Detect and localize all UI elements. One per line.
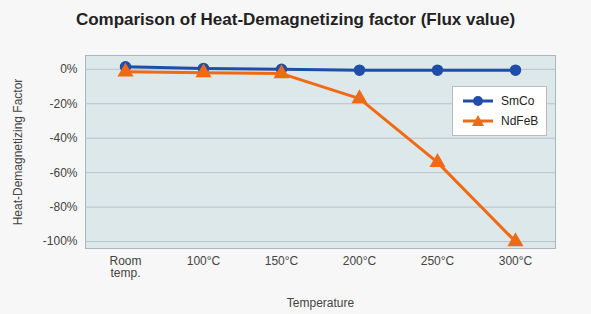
svg-text:100°C: 100°C [187,254,221,268]
svg-text:200°C: 200°C [343,254,377,268]
svg-text:-20%: -20% [49,97,77,111]
svg-text:-60%: -60% [49,166,77,180]
svg-text:-40%: -40% [49,131,77,145]
svg-text:-80%: -80% [49,200,77,214]
svg-text:150°C: 150°C [265,254,299,268]
html-text:Comparison of Heat-Demagnetizi: Comparison of Heat-Demagnetizing factor … [75,10,516,29]
svg-text:Temperature: Temperature [287,296,355,310]
svg-text:250°C: 250°C [421,254,455,268]
svg-text:Heat-Demagnetizing Factor: Heat-Demagnetizing Factor [11,79,25,226]
svg-text:0%: 0% [60,62,78,76]
svg-text:Roomtemp.: Roomtemp. [109,254,141,280]
html-text:NdFeB: NdFeB [501,114,539,128]
html-text:SmCo: SmCo [501,94,535,108]
svg-text:300°C: 300°C [499,254,533,268]
svg-text:-100%: -100% [43,234,78,248]
